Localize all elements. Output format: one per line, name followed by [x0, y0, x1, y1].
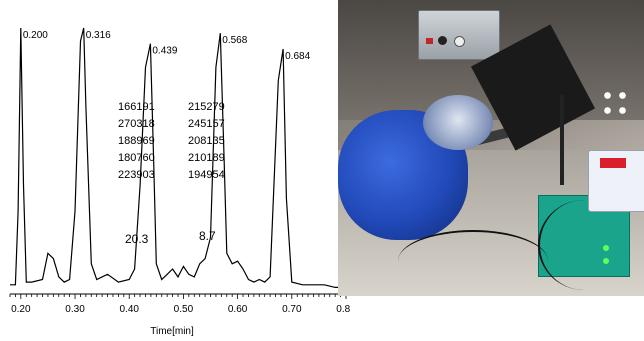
photo-knob: [438, 36, 447, 45]
x-tick-label: 0.30: [65, 304, 85, 315]
photo-stand: [560, 95, 564, 185]
table-cell: 245157: [188, 118, 225, 130]
table-cell: 223903: [118, 169, 155, 181]
chromatogram-trace: [10, 27, 346, 288]
table-cell: 210189: [188, 152, 225, 164]
apparatus-photo: [338, 0, 644, 296]
x-tick-label: 0.20: [11, 304, 31, 315]
photo-timer-display: [600, 158, 626, 168]
photo-vials: [600, 88, 630, 118]
photo-vessel-lid: [423, 95, 493, 150]
x-tick-label: 0.40: [119, 304, 139, 315]
summary-value-right: 8.7: [199, 229, 216, 243]
photo-cable: [538, 200, 630, 290]
x-axis-label: Time[min]: [150, 326, 194, 337]
peak-label: 0.200: [23, 30, 48, 41]
values-column-right: 215279 245157 208135 210189 194954: [188, 99, 225, 184]
chromatogram-chart: 0.200.300.400.500.600.700.80 0.2000.3160…: [9, 27, 350, 337]
photo-red-switch: [426, 38, 433, 44]
table-cell: 166191: [118, 101, 155, 113]
peak-label: 0.568: [222, 35, 247, 46]
x-tick-label: 0.80: [336, 304, 350, 315]
values-column-left: 166191 270318 188969 180760 223903: [118, 99, 155, 184]
table-cell: 188969: [118, 135, 155, 147]
table-cell: 270318: [118, 118, 155, 130]
summary-value-left: 20.3: [125, 232, 149, 246]
x-axis: 0.20 0.30 0.40 0.50 0.60 0.70 0.80: [9, 293, 350, 315]
table-cell: 208135: [188, 135, 225, 147]
peak-label: 0.316: [86, 30, 111, 41]
table-cell: 194954: [188, 169, 225, 181]
photo-cable: [398, 230, 548, 292]
x-tick-label: 0.50: [174, 304, 194, 315]
table-cell: 180760: [118, 152, 155, 164]
trace-layer: [10, 27, 346, 288]
peak-label: 0.684: [285, 51, 310, 62]
photo-controller-box: [418, 10, 500, 60]
x-tick-label: 0.70: [282, 304, 302, 315]
photo-knob: [454, 36, 465, 47]
peak-labels: 0.200 0.316 0.439 0.568 0.684: [23, 30, 311, 62]
x-tick-label: 0.60: [228, 304, 248, 315]
table-cell: 215279: [188, 101, 225, 113]
peak-label: 0.439: [152, 46, 177, 57]
